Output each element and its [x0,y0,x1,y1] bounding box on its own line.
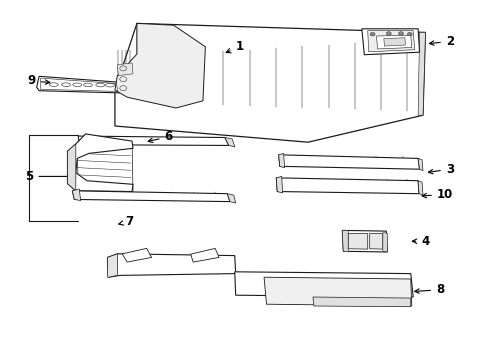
Polygon shape [72,191,229,202]
Polygon shape [276,176,282,193]
Polygon shape [278,153,284,168]
Polygon shape [107,254,235,277]
Polygon shape [190,248,219,262]
Polygon shape [107,254,117,277]
Polygon shape [342,230,347,252]
Polygon shape [264,277,411,306]
Polygon shape [224,138,234,147]
Text: 9: 9 [28,75,50,87]
Polygon shape [67,134,133,192]
Circle shape [369,32,374,36]
Polygon shape [417,181,422,195]
Polygon shape [347,233,367,249]
Polygon shape [227,194,235,203]
Circle shape [398,32,403,35]
Polygon shape [382,233,386,252]
Polygon shape [78,136,228,145]
Text: 8: 8 [414,283,443,296]
Polygon shape [278,155,419,169]
Polygon shape [383,38,405,46]
Circle shape [386,32,390,35]
Circle shape [407,32,411,36]
Polygon shape [367,31,414,52]
Polygon shape [67,144,76,191]
Text: 1: 1 [226,40,243,53]
Text: 5: 5 [25,170,72,183]
Polygon shape [417,158,422,171]
Polygon shape [115,23,205,108]
Polygon shape [369,233,382,249]
Text: 4: 4 [411,235,428,248]
Polygon shape [417,32,425,115]
Polygon shape [115,23,425,142]
Polygon shape [234,272,412,297]
Polygon shape [117,63,133,76]
Text: 7: 7 [119,215,133,228]
Polygon shape [122,248,151,262]
Polygon shape [376,35,411,49]
Polygon shape [276,178,418,194]
Text: 2: 2 [428,35,453,48]
Text: 3: 3 [427,163,453,176]
Polygon shape [312,297,410,307]
Polygon shape [72,189,81,201]
Text: 6: 6 [148,130,172,143]
Polygon shape [361,29,419,55]
Text: 10: 10 [421,188,452,201]
Polygon shape [37,76,120,93]
Polygon shape [342,230,386,252]
